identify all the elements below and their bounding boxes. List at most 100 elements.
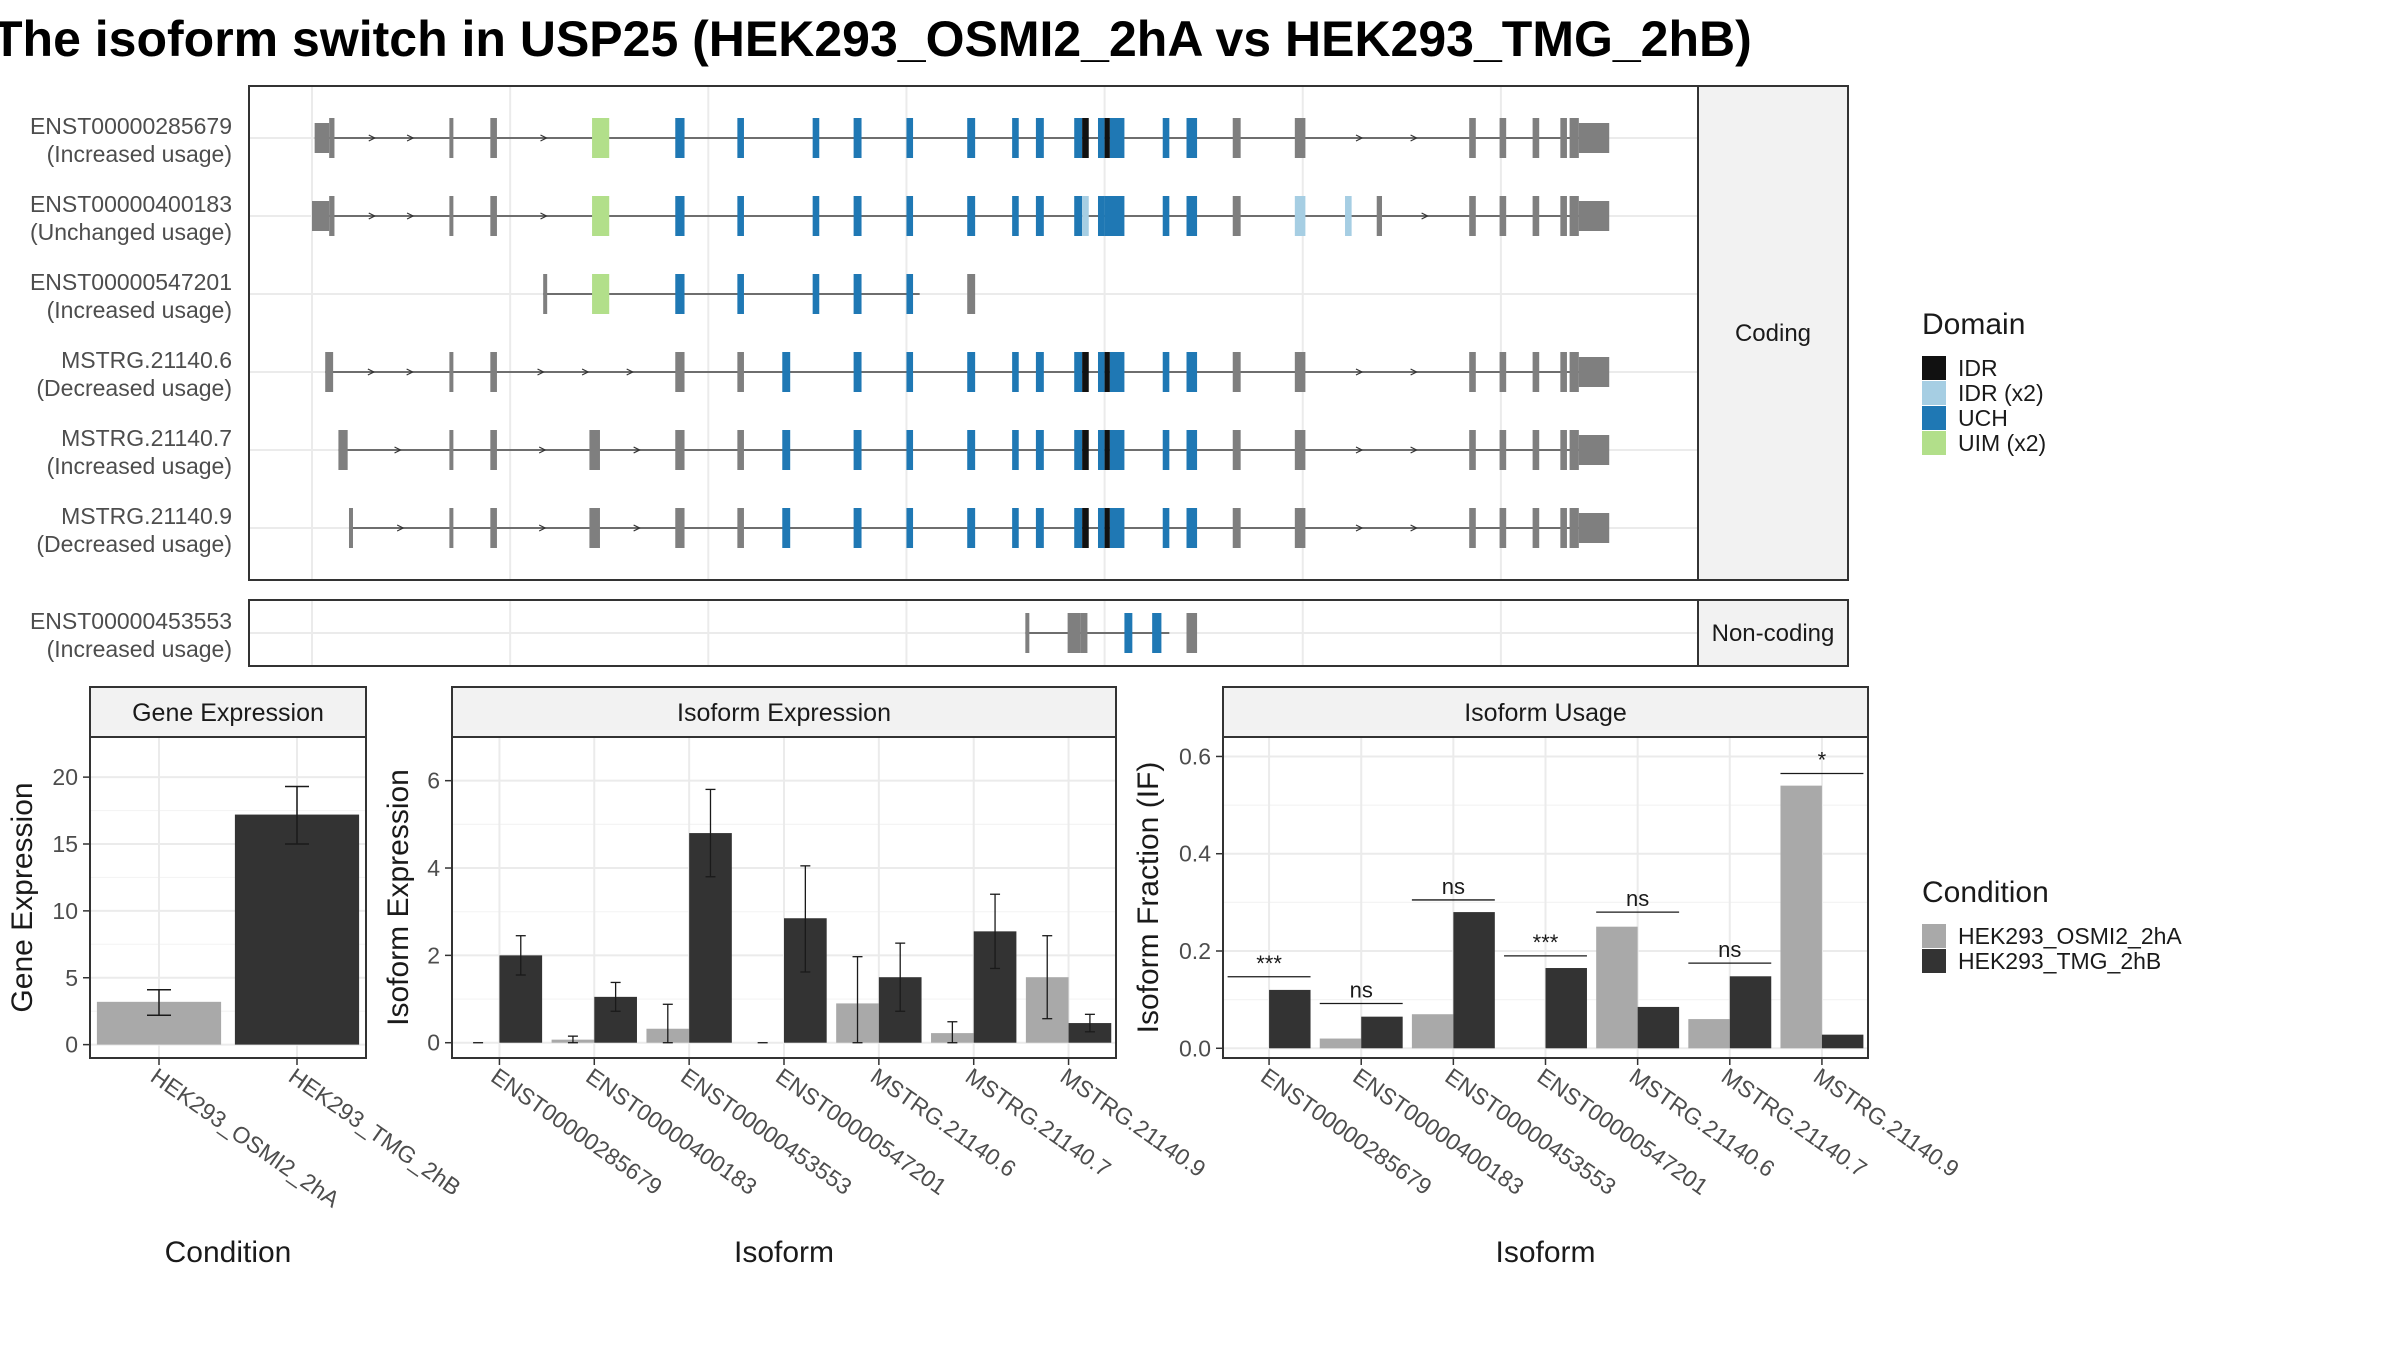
direction-arrow xyxy=(633,446,641,454)
exon xyxy=(1569,196,1579,236)
exon xyxy=(1232,196,1241,236)
legend-label-uim-x2: UIM (x2) xyxy=(1958,430,2046,456)
bar-hek293-tmg-2hb-mstrg-21140-6 xyxy=(1637,1006,1680,1049)
exon xyxy=(589,430,600,470)
exon xyxy=(1232,352,1241,392)
bar-hek293-osmi2-2ha-mstrg-21140-6 xyxy=(1596,926,1638,1049)
exon xyxy=(853,508,862,548)
exon xyxy=(1560,508,1567,548)
x-tick-label: ENST00000400183 xyxy=(1348,1063,1528,1200)
exon xyxy=(1469,352,1476,392)
direction-arrow xyxy=(1410,134,1418,142)
x-tick-label: ENST00000547201 xyxy=(1533,1063,1713,1200)
exon xyxy=(1560,118,1567,158)
exon xyxy=(1124,613,1133,653)
direction-arrow xyxy=(540,134,548,142)
direction-arrow xyxy=(581,368,590,376)
y-tick-label: 2 xyxy=(427,942,440,968)
bar-hek293-tmg-2hb-enst00000453553 xyxy=(1453,912,1495,1049)
exon xyxy=(1578,513,1610,543)
exon xyxy=(906,430,914,470)
exon xyxy=(1232,430,1241,470)
exon xyxy=(1012,430,1019,470)
exon xyxy=(1012,508,1019,548)
exon xyxy=(592,118,610,158)
exon xyxy=(1499,430,1507,470)
significance-label: *** xyxy=(1256,951,1282,976)
exon xyxy=(325,352,334,392)
direction-arrow xyxy=(1355,134,1364,142)
direction-arrow xyxy=(1410,524,1418,532)
exon xyxy=(782,352,791,392)
exon xyxy=(675,196,685,236)
exon xyxy=(1080,613,1088,653)
exon xyxy=(490,118,497,158)
bar-hek293-tmg-2hb-mstrg-21140-7 xyxy=(1729,976,1772,1049)
significance-label: ns xyxy=(1626,886,1649,911)
x-tick-label: ENST00000285679 xyxy=(487,1063,667,1200)
exon xyxy=(449,430,454,470)
exon xyxy=(1345,196,1352,236)
exon xyxy=(1104,352,1110,392)
exon xyxy=(737,430,744,470)
transcript-usage-label: (Increased usage) xyxy=(47,141,232,167)
exon xyxy=(1186,508,1198,548)
exon xyxy=(1532,508,1540,548)
plot-background xyxy=(249,86,1698,580)
legend-key-uim-x2 xyxy=(1922,431,1946,455)
y-tick-label: 10 xyxy=(52,898,78,924)
exon xyxy=(1035,352,1044,392)
legend-label-hek293-osmi2-2ha: HEK293_OSMI2_2hA xyxy=(1958,923,2182,949)
legend-label-idr: IDR xyxy=(1958,355,1998,381)
y-axis-title: Gene Expression xyxy=(6,782,39,1012)
exon xyxy=(449,196,454,236)
exon xyxy=(1578,201,1610,231)
exon xyxy=(1074,352,1083,392)
exon xyxy=(1097,352,1105,392)
exon xyxy=(1104,118,1110,158)
legend-key-idr-x2 xyxy=(1922,381,1946,405)
exon xyxy=(1162,430,1170,470)
exon xyxy=(1569,508,1579,548)
transcript-enst00000453553 xyxy=(1025,613,1198,653)
facet-strip xyxy=(1697,85,1849,581)
exon xyxy=(1578,435,1610,465)
exon xyxy=(1074,196,1083,236)
exon xyxy=(967,118,976,158)
exon xyxy=(1499,508,1507,548)
panel-title: Isoform Expression xyxy=(677,699,891,727)
direction-arrow xyxy=(368,134,377,142)
exon xyxy=(853,352,862,392)
x-tick-label: ENST00000453553 xyxy=(676,1063,856,1200)
y-tick-label: 0 xyxy=(427,1030,440,1056)
exon xyxy=(1186,613,1198,653)
exon xyxy=(853,118,862,158)
exon xyxy=(1532,352,1540,392)
transcript-name-label: MSTRG.21140.9 xyxy=(61,503,232,529)
exon xyxy=(1104,430,1110,470)
exon xyxy=(543,274,548,314)
significance-label: *** xyxy=(1533,930,1559,955)
y-tick-label: 0.6 xyxy=(1179,743,1211,769)
panel-title: Gene Expression xyxy=(132,699,324,727)
legend-label-hek293-tmg-2hb: HEK293_TMG_2hB xyxy=(1958,948,2161,974)
direction-arrow xyxy=(1355,368,1364,376)
direction-arrow xyxy=(406,134,415,142)
exon xyxy=(1035,430,1044,470)
facet-strip xyxy=(1697,599,1849,667)
exon xyxy=(853,430,862,470)
exon xyxy=(1012,118,1019,158)
legend-label-idr-x2: IDR (x2) xyxy=(1958,380,2044,406)
transcript-enst00000285679 xyxy=(314,118,1610,158)
transcript-name-label: ENST00000285679 xyxy=(30,113,232,139)
exon xyxy=(1376,196,1383,236)
direction-arrow xyxy=(538,446,547,454)
exon xyxy=(1162,508,1170,548)
exon xyxy=(906,118,914,158)
exon xyxy=(1082,508,1089,548)
y-tick-label: 0 xyxy=(65,1032,78,1058)
exon xyxy=(1294,352,1306,392)
y-axis-title: Isoform Expression xyxy=(382,769,415,1026)
